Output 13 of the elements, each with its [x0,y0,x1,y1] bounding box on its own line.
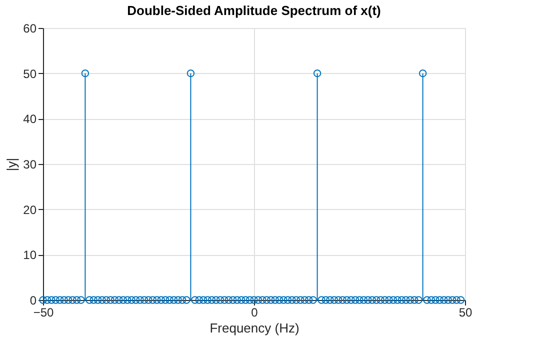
y-axis-title: |y| [4,158,20,172]
x-axis-title: Frequency (Hz) [210,320,300,336]
x-tick-label: 50 [458,306,472,320]
y-tick-label: 60 [23,22,37,36]
y-tick-label: 50 [23,66,37,81]
y-tick-label: 20 [23,202,37,217]
y-tick-label: 30 [23,158,37,172]
x-tick-label: 0 [251,306,258,320]
x-tick-label: −50 [33,306,54,320]
y-tick-label: 40 [23,112,37,126]
chart-title: Double-Sided Amplitude Spectrum of x(t) [127,3,381,18]
y-tick-label: 0 [30,294,37,308]
y-tick-label: 10 [23,248,37,262]
